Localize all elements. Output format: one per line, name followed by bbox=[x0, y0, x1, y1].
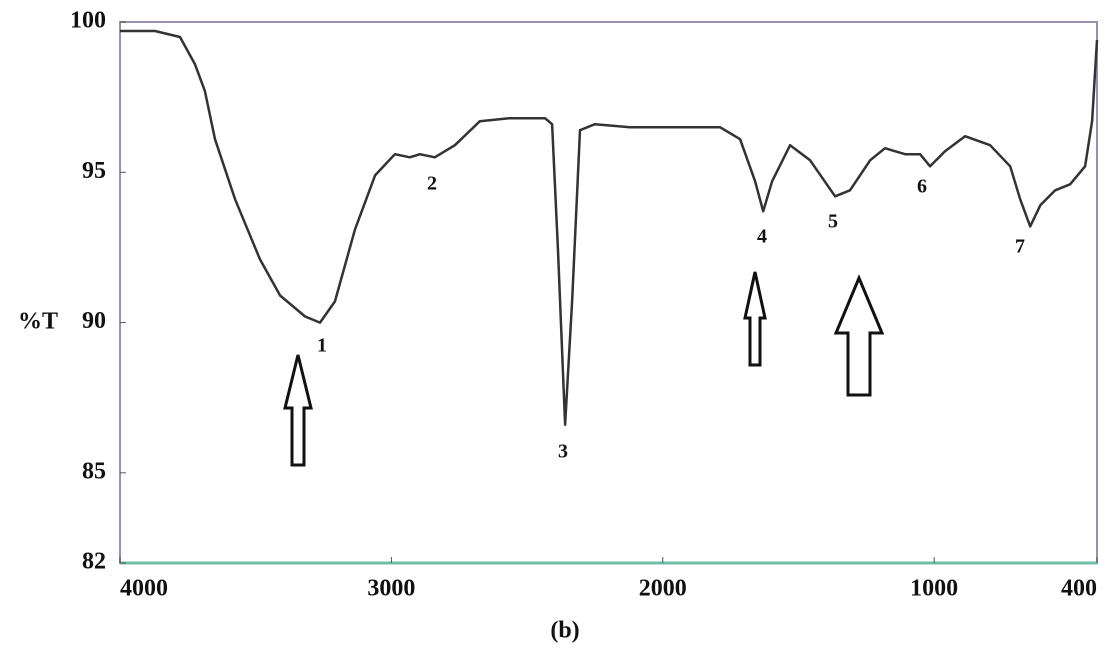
caption: (b) bbox=[550, 618, 579, 644]
y-tick-label: 100 bbox=[70, 8, 106, 34]
y-tick-label: 82 bbox=[82, 549, 106, 575]
arrow bbox=[743, 271, 767, 367]
spectrum-line bbox=[120, 29, 1099, 426]
peak-label: 3 bbox=[558, 441, 568, 463]
y-tick-label: 90 bbox=[82, 308, 106, 334]
peak-label: 1 bbox=[317, 335, 327, 357]
y-axis-label: %T bbox=[18, 309, 58, 335]
y-tick-label: 85 bbox=[82, 458, 106, 484]
x-tick-label: 2000 bbox=[639, 576, 687, 602]
x-tick-label: 400 bbox=[1061, 576, 1097, 602]
peak-label: 5 bbox=[828, 211, 838, 233]
x-tick-label: 3000 bbox=[367, 576, 415, 602]
peak-label: 2 bbox=[427, 173, 437, 195]
arrow bbox=[283, 354, 313, 467]
y-tick-label: 95 bbox=[82, 158, 106, 184]
arrow bbox=[833, 274, 885, 397]
x-tick-label: 4000 bbox=[120, 576, 168, 602]
plot-frame bbox=[119, 21, 1098, 564]
peak-label: 7 bbox=[1015, 236, 1025, 258]
peak-label: 6 bbox=[917, 176, 927, 198]
peak-label: 4 bbox=[757, 226, 767, 248]
x-tick-label: 1000 bbox=[910, 576, 958, 602]
